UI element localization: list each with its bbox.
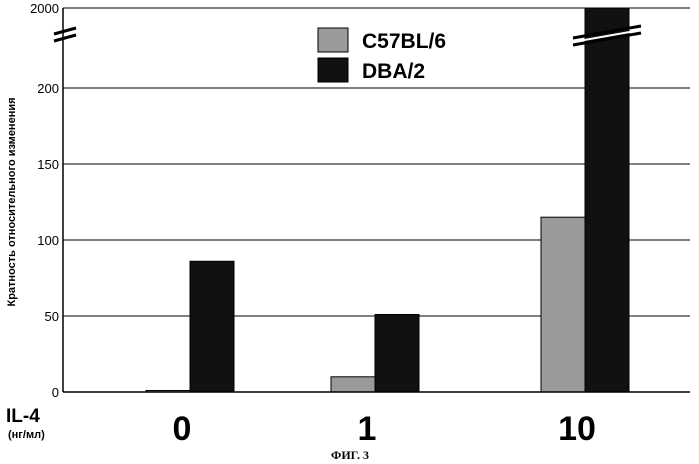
legend-swatch bbox=[318, 58, 348, 82]
legend-swatch bbox=[318, 28, 348, 52]
legend-label: C57BL/6 bbox=[362, 30, 446, 53]
x-category-label: 0 bbox=[173, 410, 192, 448]
x-category-label: 10 bbox=[558, 410, 596, 448]
y-tick-labels: 0 50 100 150 200 2000 bbox=[30, 1, 59, 400]
x-category-labels: 0 1 10 bbox=[173, 410, 596, 448]
bar-dba-2-0 bbox=[190, 261, 234, 392]
x-category-label: 1 bbox=[358, 410, 377, 448]
y-tick-label: 0 bbox=[52, 385, 59, 400]
y-tick-label: 150 bbox=[37, 157, 59, 172]
y-tick-label: 50 bbox=[45, 309, 59, 324]
bar-dba-2-1 bbox=[375, 314, 419, 392]
x-axis-unit: (нг/мл) bbox=[8, 429, 45, 441]
x-axis-title: IL-4 bbox=[6, 406, 40, 427]
y-axis-title: Кратность относительного изменения bbox=[6, 97, 18, 306]
figure-caption: ФИГ. 3 bbox=[331, 448, 369, 462]
bar-dba-2-10 bbox=[585, 8, 629, 392]
y-tick-label: 100 bbox=[37, 233, 59, 248]
y-axis-break-mark bbox=[54, 28, 76, 41]
legend-label: DBA/2 bbox=[362, 60, 425, 83]
bar-c57bl-6-1 bbox=[331, 377, 375, 392]
legend: C57BL/6 DBA/2 bbox=[318, 28, 446, 83]
bar-c57bl-6-10 bbox=[541, 217, 585, 392]
y-tick-label: 200 bbox=[37, 81, 59, 96]
y-tick-label: 2000 bbox=[30, 1, 59, 16]
